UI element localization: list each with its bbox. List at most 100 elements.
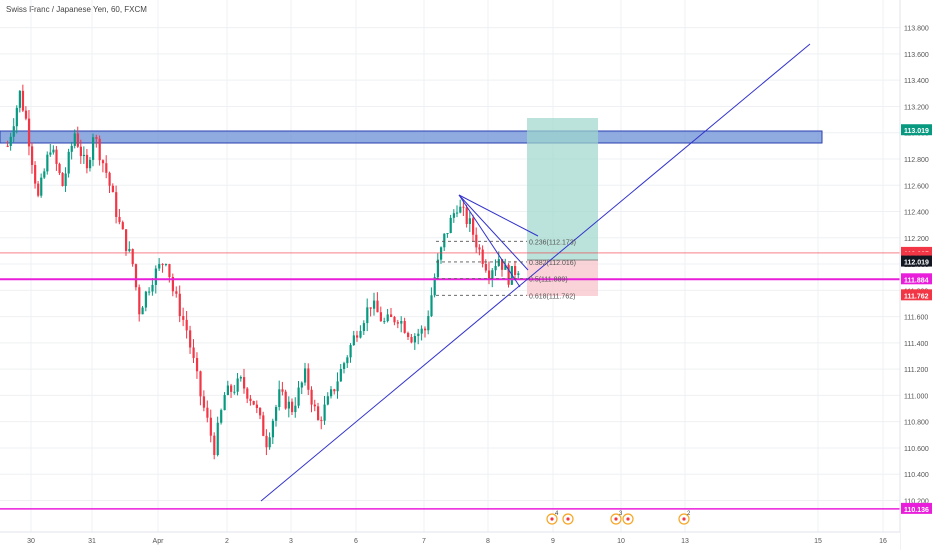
time-tick-label: 9 (551, 538, 555, 545)
candle-body (118, 216, 121, 223)
time-axis-bg (0, 532, 900, 550)
candle-body (189, 330, 192, 348)
candle-body (517, 273, 520, 275)
candle-body (407, 332, 410, 337)
candle-body (386, 314, 389, 322)
time-tick-label: 2 (225, 538, 229, 545)
candle-body (333, 389, 336, 392)
candle-body (105, 163, 108, 173)
candle-body (148, 291, 151, 293)
price-tag (901, 289, 932, 301)
candle-body (514, 266, 517, 275)
price-axis[interactable]: 110.200 110.400 110.600 110.800 111.000 111.2… (899, 0, 932, 550)
candle-body (310, 389, 313, 405)
time-axis[interactable]: 30 31 Apr 2 3 6 7 8 9 10 13 15 16 (0, 531, 900, 550)
candle-body (417, 333, 420, 337)
time-tick-label: 7 (422, 538, 426, 545)
chart-title: Swiss Franc / Japanese Yen, 60, FXCM (6, 5, 147, 14)
candle-body (195, 358, 199, 372)
candle-body (154, 268, 157, 285)
candle-body (259, 408, 262, 416)
price-tag-label: 110.136 (904, 507, 929, 514)
candle-body (243, 377, 246, 389)
fib-level-label: 0.382(112.016) (529, 260, 576, 267)
candle-body (134, 264, 138, 288)
candle-body (125, 229, 128, 251)
candle-body (111, 185, 114, 193)
candle-body (216, 422, 219, 456)
candle-body (420, 328, 423, 334)
loss-zone (527, 260, 598, 296)
candle-body (15, 107, 18, 127)
price-tag-label: 111.762 (904, 293, 929, 300)
candle-body (52, 149, 55, 153)
candle-body (226, 385, 229, 395)
candle-body (18, 90, 21, 108)
candle-body (294, 405, 297, 413)
price-tag (901, 273, 932, 285)
fib-level-label: 0.236(112.173) (529, 239, 576, 246)
candle-body (88, 159, 92, 169)
time-tick-label: 30 (27, 538, 35, 545)
candle-body (161, 263, 164, 265)
candle-body (317, 406, 320, 420)
candle-body (92, 137, 95, 160)
event-marker-count: 4 (555, 511, 559, 517)
candle-body (326, 396, 329, 405)
price-tick-label: 111.200 (904, 367, 928, 374)
candle-body (462, 206, 465, 208)
candle-body (275, 407, 278, 421)
price-tag-label: 111.884 (904, 277, 929, 284)
candle-body (141, 307, 144, 315)
candle-body (468, 218, 471, 225)
candle-body (362, 323, 365, 331)
candle-body (37, 183, 40, 196)
price-tick-label: 110.200 (904, 498, 929, 505)
candle-body (366, 307, 369, 324)
candle-body (213, 435, 216, 456)
candle-body (452, 213, 455, 218)
candle-body (475, 234, 478, 248)
candle-body (61, 172, 64, 187)
price-tick-label: 111.600 (904, 315, 928, 322)
price-tick-label: 112.200 (904, 236, 929, 243)
candle-body (192, 347, 195, 359)
candle-body (6, 145, 9, 147)
event-marker-dot (550, 517, 554, 521)
price-tick-label: 110.600 (904, 446, 929, 453)
time-tick-label: 10 (617, 538, 625, 545)
time-tick-label: 6 (354, 538, 358, 545)
candle-body (249, 398, 252, 401)
candle-body (413, 336, 416, 343)
candle-body (339, 368, 342, 382)
candle-body (300, 382, 303, 388)
trend-lines: 0.236(112.173) 0.382(112.016) 0.5(111.889)… (0, 43, 900, 510)
candle-body (171, 276, 174, 292)
candle-body (82, 154, 86, 157)
candle-body (67, 151, 70, 174)
candle-body (115, 192, 118, 217)
candle-body (73, 133, 76, 146)
candle-body (27, 118, 31, 147)
candle-body (206, 407, 209, 418)
candle-body (281, 389, 284, 392)
candle-body (128, 248, 131, 251)
candle-body (178, 293, 181, 317)
candle-body (456, 212, 459, 214)
candle-body (138, 287, 141, 315)
candle-body (430, 295, 433, 317)
drawings (0, 118, 823, 296)
price-tag (901, 124, 932, 136)
price-tick-label: 110.400 (904, 472, 929, 479)
ascending-trendline (260, 43, 811, 502)
candle-body (21, 90, 25, 111)
candle-body (85, 154, 89, 169)
candle-body (403, 321, 406, 333)
candle-body (330, 389, 333, 397)
candle-body (507, 264, 510, 285)
candle-body (320, 419, 323, 421)
candle-body (307, 368, 310, 390)
event-marker-dot (614, 517, 618, 521)
candle-body (356, 335, 359, 338)
